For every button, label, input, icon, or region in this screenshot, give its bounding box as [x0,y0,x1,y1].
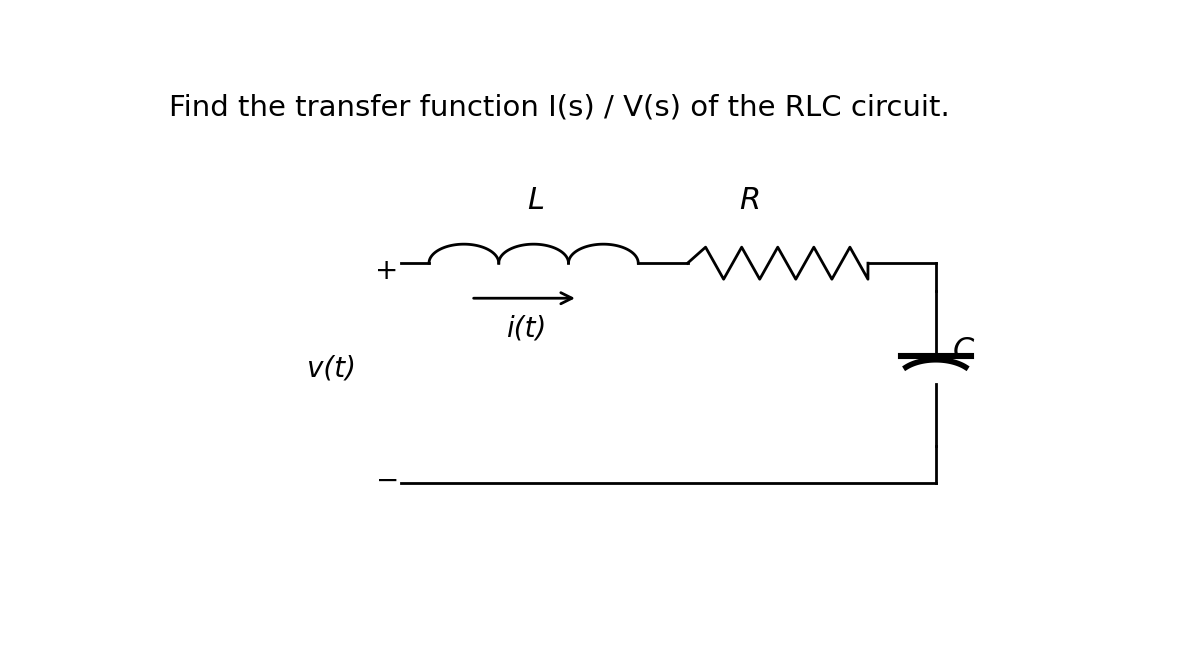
Text: R: R [739,186,761,215]
Text: v(t): v(t) [307,354,356,382]
Text: L: L [528,186,545,215]
Text: +: + [376,257,398,285]
Text: −: − [376,467,398,495]
Text: C: C [953,336,974,365]
Text: i(t): i(t) [506,314,547,343]
Text: Find the transfer function I(s) / V(s) of the RLC circuit.: Find the transfer function I(s) / V(s) o… [168,93,949,121]
